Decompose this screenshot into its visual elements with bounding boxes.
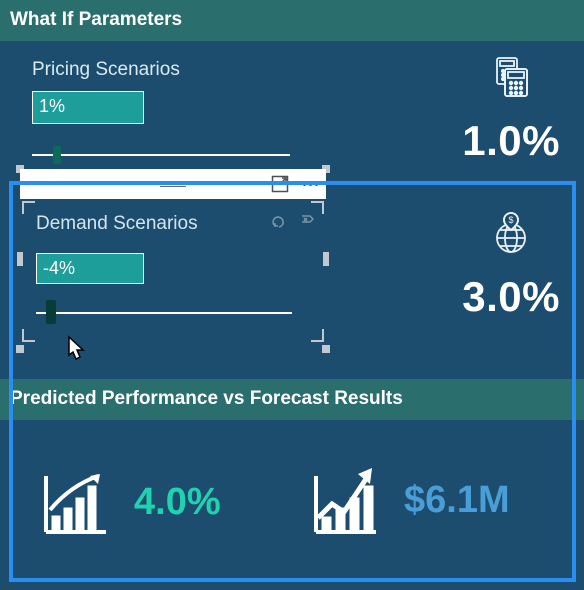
visual-header[interactable] xyxy=(20,169,326,199)
calculator-stack-icon xyxy=(489,55,533,99)
predicted-header: Predicted Performance vs Forecast Result… xyxy=(0,379,584,420)
demand-result: $ 3.0% xyxy=(462,211,560,321)
bar-growth-icon xyxy=(40,466,112,538)
predicted-body: 4.0% $6.1M xyxy=(0,420,584,582)
demand-input[interactable]: -4% xyxy=(36,253,144,284)
predicted-pct-value: 4.0% xyxy=(134,481,221,524)
focus-mode-icon[interactable] xyxy=(271,175,289,193)
resize-handle[interactable] xyxy=(16,345,24,353)
pricing-result: 1.0% xyxy=(462,55,560,165)
demand-label: Demand Scenarios xyxy=(36,213,310,235)
predicted-metric-pct: 4.0% xyxy=(40,466,221,538)
demand-scenario: Demand Scenarios -4% xyxy=(20,199,326,322)
clear-icon[interactable] xyxy=(300,215,314,229)
dashboard-panel: What If Parameters Pricing Scenarios 1% xyxy=(0,0,584,590)
demand-slider[interactable] xyxy=(36,304,292,322)
predicted-dollar-value: $6.1M xyxy=(404,479,510,522)
pricing-slider-thumb[interactable] xyxy=(53,146,61,164)
pricing-slider[interactable] xyxy=(32,146,290,164)
more-options-icon[interactable] xyxy=(303,183,318,186)
resize-handle[interactable] xyxy=(322,345,330,353)
pricing-input[interactable]: 1% xyxy=(32,91,144,124)
revert-icon[interactable] xyxy=(272,215,286,229)
pricing-label: Pricing Scenarios xyxy=(32,59,302,81)
predicted-metric-dollar: $6.1M xyxy=(310,462,510,538)
globe-pin-icon: $ xyxy=(489,211,533,255)
demand-result-value: 3.0% xyxy=(462,273,560,321)
line-growth-arrow-icon xyxy=(310,462,382,538)
what-if-header: What If Parameters xyxy=(0,0,584,41)
demand-slider-thumb[interactable] xyxy=(46,300,56,324)
pricing-scenario: Pricing Scenarios 1% xyxy=(32,59,302,164)
drag-grip-icon[interactable] xyxy=(160,181,186,187)
pricing-result-value: 1.0% xyxy=(462,117,560,165)
what-if-body: Pricing Scenarios 1% 1.0% xyxy=(0,41,584,379)
demand-tile-selected[interactable]: Demand Scenarios -4% xyxy=(20,169,326,349)
svg-text:$: $ xyxy=(509,215,514,225)
